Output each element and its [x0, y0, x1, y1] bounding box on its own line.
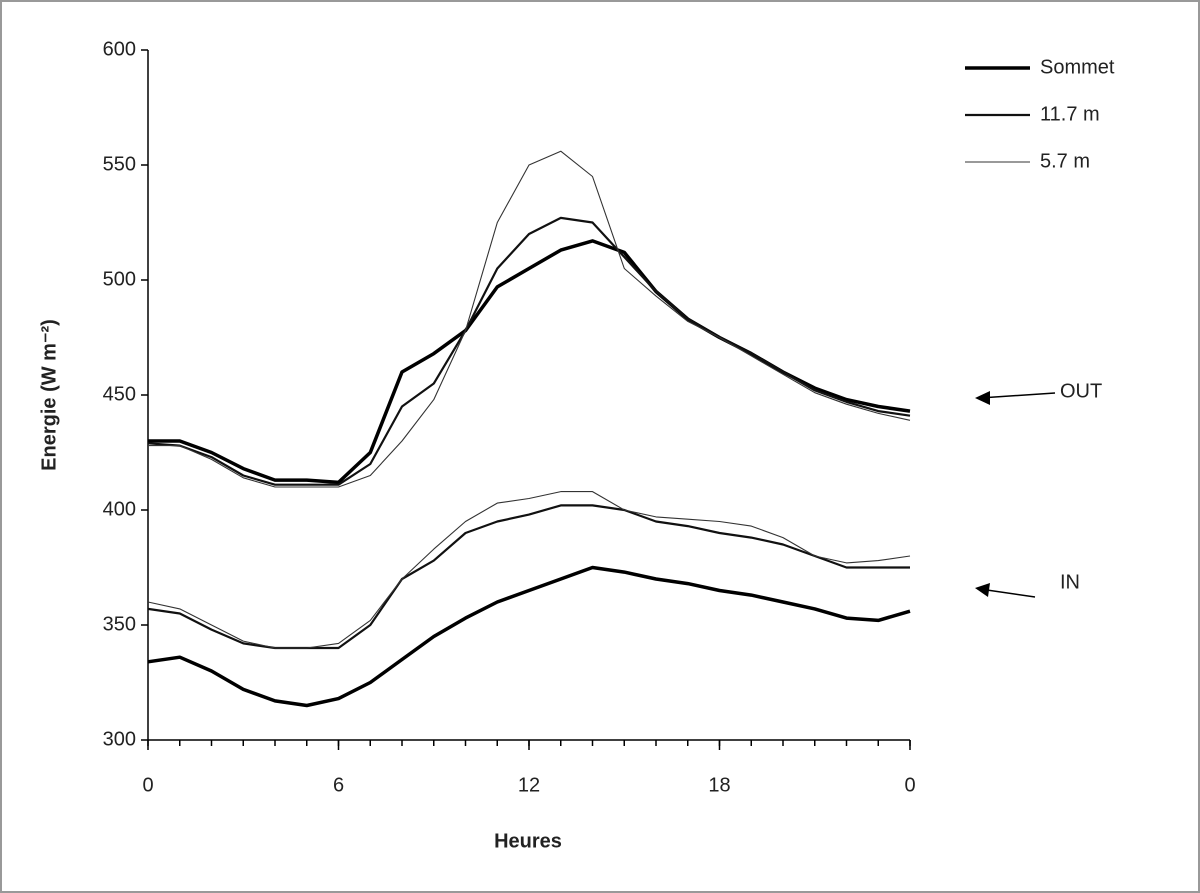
y-tick-label: 450: [103, 383, 136, 405]
legend-label: 11.7 m: [1040, 103, 1100, 125]
y-axis-label: Energie (W m⁻²): [38, 319, 60, 471]
x-tick-label: 0: [142, 774, 153, 796]
x-tick-label: 12: [518, 774, 540, 796]
legend-label: Sommet: [1040, 56, 1115, 78]
y-tick-label: 300: [103, 728, 136, 750]
annotation: OUT: [1060, 380, 1102, 402]
y-tick-label: 500: [103, 268, 136, 290]
annotation-arrow: [979, 392, 1056, 399]
x-tick-label: 0: [904, 774, 915, 796]
y-tick-label: 550: [103, 153, 136, 175]
series-line: [147, 216, 911, 486]
y-tick-label: 350: [103, 613, 136, 635]
arrow-head: [975, 391, 990, 405]
legend-label: 5.7 m: [1040, 150, 1090, 172]
series-line: [147, 491, 911, 649]
x-tick-label: 18: [708, 774, 730, 796]
x-tick-label: 6: [333, 774, 344, 796]
annotation: IN: [1060, 571, 1080, 593]
series-line: [147, 565, 911, 708]
series-line: [148, 150, 911, 488]
arrow-head: [975, 583, 990, 597]
y-tick-label: 600: [103, 38, 136, 60]
y-tick-label: 400: [103, 498, 136, 520]
annotation-arrow: [979, 588, 1036, 598]
x-axis-label: Heures: [494, 830, 562, 852]
